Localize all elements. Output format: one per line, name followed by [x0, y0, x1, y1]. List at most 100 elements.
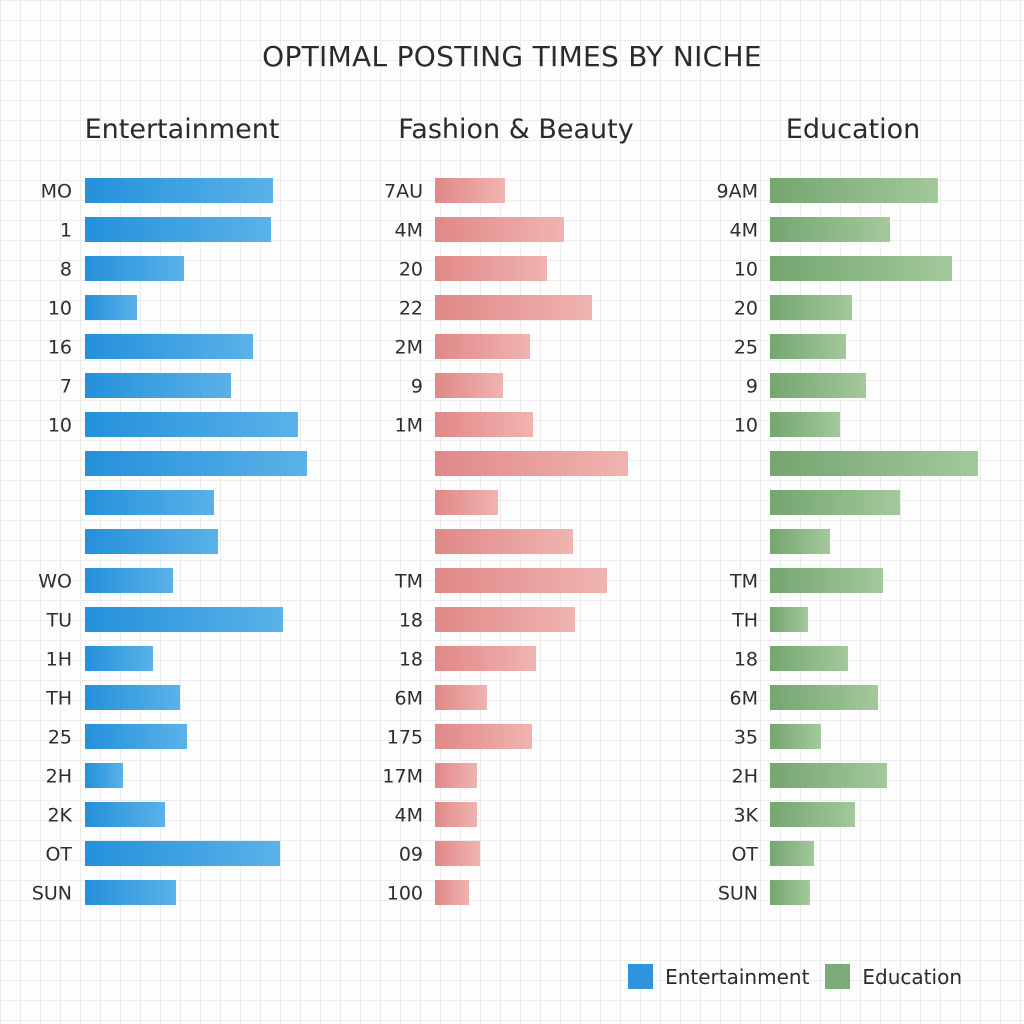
bar-fashion-beauty-4: [435, 334, 530, 359]
tick-label-education-5: 9: [746, 376, 758, 398]
tick-label-fashion-beauty-5: 9: [411, 376, 423, 398]
tick-label-fashion-beauty-18: 100: [387, 883, 423, 905]
panel-title-fashion-beauty: Fashion & Beauty: [398, 114, 634, 145]
tick-label-entertainment-4: 16: [48, 337, 72, 359]
bar-education-5: [770, 373, 866, 398]
bar-education-12: [770, 646, 848, 671]
tick-label-fashion-beauty-15: 17M: [382, 766, 423, 788]
tick-label-entertainment-18: SUN: [32, 883, 72, 905]
panel-title-education: Education: [785, 114, 921, 145]
bar-fashion-beauty-15: [435, 763, 477, 788]
tick-label-education-14: 35: [734, 727, 758, 749]
tick-label-entertainment-11: TU: [45, 610, 72, 632]
tick-label-entertainment-6: 10: [48, 415, 72, 437]
legend-swatch-education: [825, 964, 851, 989]
bar-entertainment-0: [85, 178, 273, 203]
tick-label-education-4: 25: [734, 337, 758, 359]
bar-entertainment-15: [85, 763, 123, 788]
bar-fashion-beauty-3: [435, 295, 592, 320]
bar-education-13: [770, 685, 878, 710]
bar-entertainment-1: [85, 217, 271, 242]
tick-label-entertainment-3: 10: [48, 298, 72, 320]
tick-label-education-16: 3K: [733, 805, 758, 827]
bar-fashion-beauty-18: [435, 880, 469, 905]
bar-education-10: [770, 568, 883, 593]
bar-education-15: [770, 763, 887, 788]
bar-entertainment-11: [85, 607, 283, 632]
bar-education-17: [770, 841, 814, 866]
bar-education-7: [770, 451, 978, 476]
bar-entertainment-14: [85, 724, 187, 749]
tick-label-entertainment-13: TH: [45, 688, 72, 710]
legend-item-entertainment: Entertainment: [628, 964, 809, 989]
bar-entertainment-5: [85, 373, 231, 398]
tick-label-entertainment-1: 1: [60, 220, 72, 242]
tick-label-fashion-beauty-0: 7AU: [384, 181, 423, 203]
bar-fashion-beauty-1: [435, 217, 564, 242]
tick-label-entertainment-12: 1H: [46, 649, 72, 671]
legend: Entertainment Education: [612, 964, 962, 989]
bar-education-16: [770, 802, 855, 827]
bar-entertainment-6: [85, 412, 298, 437]
bar-entertainment-16: [85, 802, 165, 827]
tick-label-entertainment-15: 2H: [46, 766, 72, 788]
bar-fashion-beauty-9: [435, 529, 573, 554]
bar-entertainment-9: [85, 529, 218, 554]
tick-label-education-15: 2H: [732, 766, 758, 788]
tick-label-fashion-beauty-12: 18: [399, 649, 423, 671]
bar-fashion-beauty-11: [435, 607, 575, 632]
tick-label-entertainment-17: OT: [45, 844, 72, 866]
bar-education-0: [770, 178, 938, 203]
legend-item-education: Education: [825, 964, 962, 989]
panel-title-entertainment: Entertainment: [84, 114, 280, 145]
chart-title: OPTIMAL POSTING TIMES BY NICHE: [262, 40, 762, 73]
bar-education-14: [770, 724, 821, 749]
bar-entertainment-7: [85, 451, 307, 476]
tick-label-fashion-beauty-10: TM: [394, 571, 423, 593]
bar-entertainment-4: [85, 334, 253, 359]
bar-fashion-beauty-16: [435, 802, 477, 827]
tick-label-education-17: OT: [731, 844, 758, 866]
legend-label-entertainment: Entertainment: [665, 964, 810, 989]
tick-label-education-2: 10: [734, 259, 758, 281]
tick-label-fashion-beauty-2: 20: [399, 259, 423, 281]
tick-label-education-11: TH: [731, 610, 758, 632]
bar-education-8: [770, 490, 900, 515]
bar-entertainment-18: [85, 880, 176, 905]
tick-label-education-18: SUN: [718, 883, 758, 905]
bar-fashion-beauty-8: [435, 490, 498, 515]
bar-fashion-beauty-17: [435, 841, 480, 866]
tick-label-fashion-beauty-13: 6M: [395, 688, 423, 710]
tick-label-education-6: 10: [734, 415, 758, 437]
bar-education-18: [770, 880, 810, 905]
legend-label-education: Education: [862, 964, 962, 989]
bar-education-9: [770, 529, 830, 554]
bar-entertainment-12: [85, 646, 153, 671]
tick-label-entertainment-10: WO: [38, 571, 72, 593]
tick-label-fashion-beauty-14: 175: [387, 727, 423, 749]
tick-label-fashion-beauty-6: 1M: [395, 415, 423, 437]
tick-label-education-10: TM: [729, 571, 758, 593]
bar-education-11: [770, 607, 808, 632]
bar-education-1: [770, 217, 890, 242]
tick-label-fashion-beauty-16: 4M: [395, 805, 423, 827]
tick-label-entertainment-5: 7: [60, 376, 72, 398]
tick-label-fashion-beauty-17: 09: [399, 844, 423, 866]
bar-fashion-beauty-2: [435, 256, 547, 281]
bar-fashion-beauty-14: [435, 724, 532, 749]
bar-fashion-beauty-6: [435, 412, 533, 437]
bar-fashion-beauty-0: [435, 178, 505, 203]
tick-label-fashion-beauty-1: 4M: [395, 220, 423, 242]
tick-label-entertainment-0: MO: [41, 181, 72, 203]
bar-fashion-beauty-10: [435, 568, 607, 593]
bar-entertainment-2: [85, 256, 184, 281]
tick-label-entertainment-16: 2K: [47, 805, 72, 827]
tick-label-education-13: 6M: [730, 688, 758, 710]
bar-entertainment-8: [85, 490, 214, 515]
bar-education-3: [770, 295, 852, 320]
tick-label-education-0: 9AM: [717, 181, 758, 203]
tick-label-fashion-beauty-11: 18: [399, 610, 423, 632]
tick-label-education-1: 4M: [730, 220, 758, 242]
bar-fashion-beauty-13: [435, 685, 487, 710]
